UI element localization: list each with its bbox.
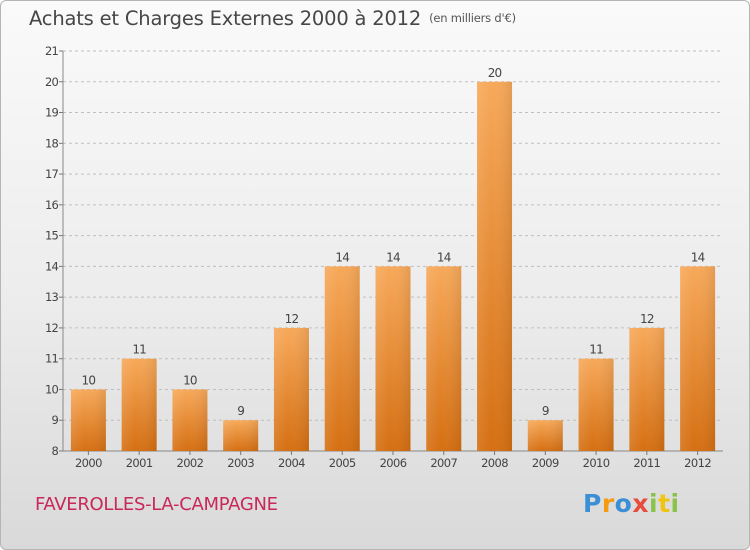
x-tick-label: 2002 (176, 456, 203, 470)
y-tick-label: 21 (45, 44, 59, 58)
x-tick-label: 2004 (278, 456, 305, 470)
bar-value-label: 9 (542, 404, 549, 418)
chart-unit: (en milliers d'€) (429, 11, 516, 25)
y-tick-label: 11 (45, 352, 59, 366)
bar-shine (172, 389, 208, 451)
bars (70, 81, 716, 452)
bar-shine (223, 420, 259, 451)
x-tick-label: 2012 (684, 456, 711, 470)
logo-letter: P (583, 489, 602, 518)
x-tick-label: 2011 (633, 456, 660, 470)
y-tick-label: 12 (45, 321, 59, 335)
chart-title-text: Achats et Charges Externes 2000 à 2012 (29, 7, 422, 30)
x-tick-label: 2006 (380, 456, 407, 470)
y-tick-label: 17 (45, 167, 59, 181)
logo-letter: o (614, 489, 633, 518)
bar-shine (426, 266, 462, 451)
town-name: FAVEROLLES-LA-CAMPAGNE (35, 494, 278, 515)
bar-shine (629, 327, 665, 451)
y-tick-label: 13 (45, 290, 59, 304)
bar-value-label: 14 (335, 250, 349, 264)
bar-shine (70, 389, 106, 451)
x-tick-label: 2009 (532, 456, 559, 470)
bar-value-label: 10 (82, 373, 96, 387)
y-tick-label: 19 (45, 106, 59, 120)
x-tick-label: 2010 (583, 456, 610, 470)
bar-shine (527, 420, 563, 451)
bar-shine (273, 327, 309, 451)
bar-value-label: 12 (640, 312, 654, 326)
bar-value-label: 9 (237, 404, 244, 418)
bar-value-label: 20 (488, 66, 502, 80)
bar-value-label: 10 (183, 373, 197, 387)
x-tick-label: 2005 (329, 456, 356, 470)
bar-shine (324, 266, 360, 451)
bar-value-label: 11 (589, 343, 603, 357)
bar-value-label: 12 (285, 312, 299, 326)
labels: 8 9 10 11 12 13 14 15 16 17 18 19 20 21 10 2000 11 2001 10… (45, 44, 712, 470)
x-tick-label: 2007 (430, 456, 457, 470)
y-tick-label: 8 (51, 444, 58, 458)
y-tick-label: 15 (45, 229, 59, 243)
y-tick-label: 20 (45, 75, 59, 89)
bar-shine (121, 358, 157, 451)
y-tick-label: 18 (45, 136, 59, 150)
logo-letter: i (670, 489, 680, 518)
bar-value-label: 14 (386, 250, 400, 264)
bar-shine (680, 266, 716, 451)
y-tick-label: 14 (45, 259, 59, 273)
bar-value-label: 14 (691, 250, 705, 264)
y-tick-label: 16 (45, 198, 59, 212)
x-tick-label: 2003 (227, 456, 254, 470)
bar-value-label: 14 (437, 250, 451, 264)
logo-letter: r (601, 489, 615, 518)
x-tick-label: 2001 (126, 456, 153, 470)
y-tick-label: 9 (51, 413, 58, 427)
bar-shine (375, 266, 411, 451)
bar-shine (578, 358, 614, 451)
logo-letter: x (632, 489, 649, 518)
y-tick-label: 10 (45, 382, 59, 396)
bar-shine (477, 81, 513, 452)
bar-value-label: 11 (132, 343, 146, 357)
x-tick-label: 2008 (481, 456, 508, 470)
chart-title: Achats et Charges Externes 2000 à 2012 (e… (29, 7, 516, 30)
x-tick-label: 2000 (75, 456, 102, 470)
proxiti-logo[interactable]: Proxiti (583, 489, 680, 518)
logo-letter: t (658, 489, 671, 518)
logo-letter: i (649, 489, 659, 518)
